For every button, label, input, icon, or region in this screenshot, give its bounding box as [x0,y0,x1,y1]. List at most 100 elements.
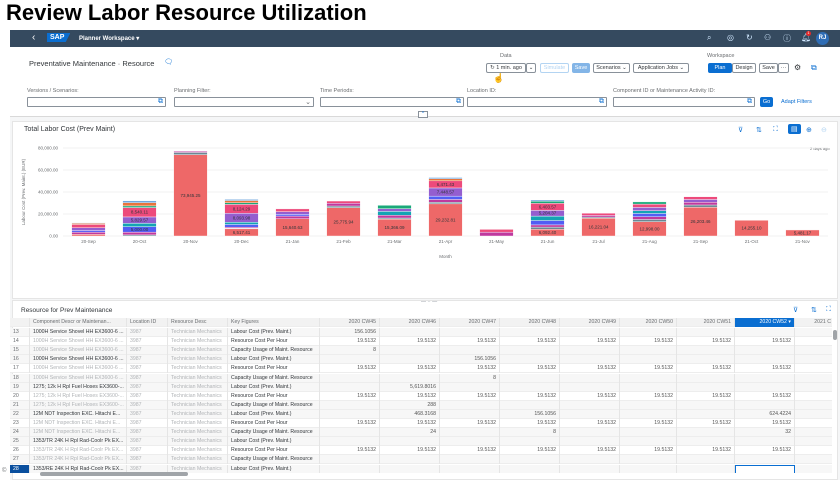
component-cell[interactable]: 1353/TR 24K H Rpl Rad-Coolr Pk EX... [30,455,127,465]
value-cell[interactable]: 19.5132 [735,364,795,374]
value-cell[interactable] [795,437,832,446]
value-cell[interactable]: 19.5132 [677,419,735,429]
column-header[interactable]: Key Figures [228,318,320,328]
row-number[interactable]: 22 [10,409,30,419]
value-cell[interactable] [620,328,677,338]
value-cell[interactable] [620,455,677,465]
resource-cell[interactable]: Technician Mechanics [168,409,228,419]
value-cell[interactable]: 19.5132 [440,446,500,456]
value-cell[interactable] [677,428,735,438]
location-cell[interactable]: 3987 [127,364,168,374]
value-cell[interactable]: 19.5132 [620,337,677,347]
column-header[interactable]: Component Descr or Maintenan... [30,318,127,328]
planning-filter-select[interactable]: ⌄ [174,97,314,107]
filter-icon[interactable]: ⊽ [738,127,744,134]
value-cell[interactable]: 19.5132 [440,391,500,401]
column-header[interactable]: 2021 C [795,318,832,327]
notification-icon[interactable]: 🔔︎ [801,33,812,42]
component-cell[interactable]: 12M NDT Inspection EXC. Hitachi E... [30,409,127,419]
value-cell[interactable] [500,382,560,392]
value-cell[interactable] [795,455,832,464]
value-cell[interactable] [560,455,620,465]
value-cell[interactable] [795,374,832,383]
value-cell[interactable] [500,437,560,447]
zoom-out-icon[interactable]: ⊖ [821,127,827,134]
resource-cell[interactable]: Technician Mechanics [168,373,228,383]
row-number[interactable]: 27 [10,455,30,465]
column-header[interactable]: 2020 CW45 [320,318,380,328]
more-button[interactable]: ··· [778,63,789,73]
user-settings-icon[interactable]: ◎ [727,33,734,42]
value-cell[interactable] [320,428,380,438]
value-cell[interactable] [440,346,500,356]
value-cell[interactable] [735,346,795,356]
key-figure-cell[interactable]: Labour Cost (Prev. Maint.) [228,382,320,392]
value-cell[interactable] [560,373,620,383]
value-cell[interactable] [677,400,735,410]
save-button[interactable]: Save [572,63,590,73]
location-cell[interactable]: 3987 [127,464,168,473]
plan-button[interactable]: Plan [708,63,732,73]
column-header[interactable]: Resource Desc [168,318,228,328]
value-cell[interactable] [795,446,832,455]
resource-cell[interactable]: Technician Mechanics [168,455,228,465]
value-cell[interactable] [560,400,620,410]
key-figure-cell[interactable]: Capacity Usage of Maint. Resource [228,373,320,383]
value-cell[interactable] [440,400,500,410]
column-header[interactable]: 2020 CW49 [560,318,620,328]
column-header[interactable]: 2020 CW51 [677,318,735,328]
value-cell[interactable] [677,437,735,447]
component-cell[interactable]: 1000H Service Shovel HH EX3600-6 ... [30,355,127,365]
location-cell[interactable]: 3987 [127,446,168,456]
comment-icon[interactable]: 🗨︎ [164,59,173,66]
value-cell[interactable]: 19.5132 [560,364,620,374]
resource-cell[interactable]: Technician Mechanics [168,364,228,374]
value-cell[interactable] [795,364,832,373]
time-periods-input[interactable]: ⧉ [320,97,464,107]
sync-icon[interactable]: ↻ [746,33,753,42]
resource-cell[interactable]: Technician Mechanics [168,428,228,438]
value-cell[interactable] [620,382,677,392]
value-cell[interactable] [795,346,832,355]
component-cell[interactable]: 1275; 12k H Rpl Fuel Hoses EX3600-... [30,382,127,392]
value-cell[interactable]: 19.5132 [440,364,500,374]
value-cell[interactable] [735,355,795,365]
value-cell[interactable] [735,382,795,392]
row-number[interactable]: 19 [10,382,30,392]
resource-cell[interactable]: Technician Mechanics [168,419,228,429]
location-cell[interactable]: 3987 [127,337,168,347]
value-cell[interactable]: 19.5132 [320,337,380,347]
column-header[interactable]: Location ID [127,318,168,328]
value-cell[interactable]: 468.3168 [380,409,440,419]
vertical-scrollbar[interactable] [833,330,837,340]
value-cell[interactable] [560,328,620,338]
column-header[interactable]: 2020 CW50 [620,318,677,328]
resource-cell[interactable]: Technician Mechanics [168,355,228,365]
value-cell[interactable] [677,382,735,392]
location-cell[interactable]: 3987 [127,355,168,365]
value-cell[interactable] [560,355,620,365]
collaboration-icon[interactable]: ⚇ [764,33,772,42]
value-cell[interactable] [440,428,500,438]
value-cell[interactable] [320,373,380,383]
value-cell[interactable]: 19.5132 [380,337,440,347]
value-cell[interactable] [560,409,620,419]
workspace-save-button[interactable]: Save [759,63,778,73]
row-number[interactable]: 28 [10,464,30,473]
resource-cell[interactable]: Technician Mechanics [168,382,228,392]
value-cell[interactable]: 19.5132 [440,419,500,429]
value-cell[interactable]: 8 [500,428,560,438]
key-figure-cell[interactable]: Labour Cost (Prev. Maint.) [228,464,320,473]
value-cell[interactable] [500,346,560,356]
value-cell[interactable]: 19.5132 [677,391,735,401]
value-cell[interactable] [795,428,832,437]
value-cell[interactable]: 19.5132 [500,419,560,429]
value-help-icon[interactable]: ⧉ [456,98,461,105]
help-icon[interactable]: ⓘ [783,34,791,43]
location-cell[interactable]: 3987 [127,455,168,465]
value-cell[interactable] [440,437,500,447]
value-cell[interactable]: 19.5132 [677,337,735,347]
column-header[interactable]: 2020 CW47 [440,318,500,328]
row-number[interactable]: 15 [10,346,30,356]
key-figure-cell[interactable]: Resource Cost Per Hour [228,419,320,429]
